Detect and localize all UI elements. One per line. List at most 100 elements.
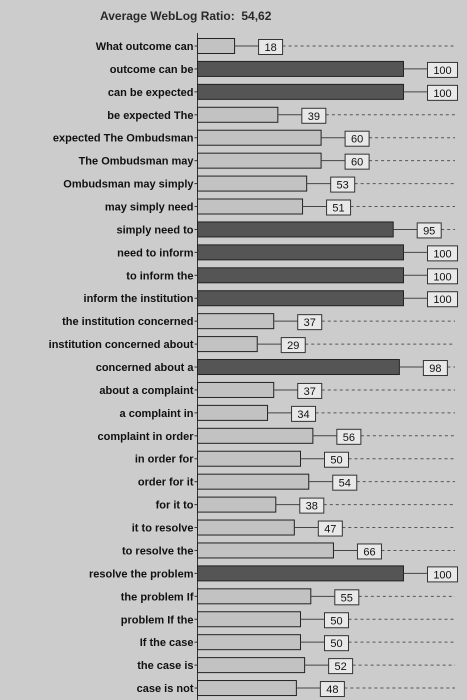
value-label: 100 [433,569,451,581]
bar [197,83,404,100]
value-label-box [280,337,306,354]
bar [197,404,269,421]
value-label: 51 [332,203,344,215]
bar [197,221,394,238]
value-label-box [328,658,354,675]
value-label: 50 [330,638,342,650]
value-label-box [427,245,458,262]
bar [197,634,301,651]
value-label: 54 [339,478,351,490]
category-label: simply need to [116,224,193,236]
value-label-box [299,497,325,514]
value-label-box [258,39,284,55]
category-label: to inform the [126,270,193,282]
bar [197,588,312,605]
category-label: Ombudsman may simply [63,179,194,191]
value-label: 100 [433,65,451,77]
title-value: 54,62 [241,9,272,23]
bar [197,381,275,398]
value-label-box [427,268,458,285]
bar [197,129,322,146]
value-label-box [336,428,362,445]
category-label: for it to [156,500,194,512]
category-label: in order for [135,454,194,466]
bar [197,60,404,77]
value-label-box [319,681,345,698]
category-label: be expected The [107,110,193,122]
category-label: expected The Ombudsman [53,133,194,145]
value-label-box [297,314,323,331]
value-label-box [324,451,349,468]
category-label: the problem If [121,591,194,603]
category-label: may simply need [105,202,194,214]
category-label: a complaint in [120,408,194,420]
value-label-box [332,474,358,491]
category-label: The Ombudsman may [79,156,195,168]
value-label: 98 [429,363,441,375]
value-label-box [344,153,370,170]
bar [197,565,404,582]
value-label: 50 [330,455,342,467]
category-label: it to resolve [132,523,194,535]
value-label: 52 [334,661,346,673]
value-label: 95 [423,225,435,237]
bar [197,244,404,261]
category-label: the institution concerned [62,316,193,328]
category-label: institution concerned about [49,339,194,351]
value-label: 50 [330,615,342,627]
value-label-box [301,107,327,124]
value-label: 38 [306,501,318,513]
value-label-box [427,291,458,308]
value-label-box [291,405,317,422]
category-label: need to inform [117,247,194,259]
value-label-box [324,612,349,629]
value-label: 39 [308,111,320,123]
value-label: 56 [343,432,355,444]
value-label-box [416,222,442,239]
bar [197,359,400,376]
bar [197,313,275,330]
value-label-box [422,360,448,377]
value-label: 37 [304,317,316,329]
value-label: 34 [297,409,309,421]
value-label-box [326,199,352,216]
category-label: inform the institution [84,293,194,305]
value-label-box [427,61,458,78]
bar [197,519,295,536]
bar [197,680,297,697]
value-label-box [330,176,356,193]
value-label: 100 [433,271,451,283]
bar [197,427,314,444]
bar [197,657,306,674]
category-label: can be expected [108,87,194,99]
value-label-box [427,84,458,101]
category-label: case is not [137,683,194,695]
value-label: 29 [287,340,299,352]
value-label-box [334,589,360,606]
bar [197,290,404,307]
value-label-box [324,635,349,652]
value-label: 47 [324,524,336,536]
value-label-box [297,382,323,399]
bar [197,542,334,559]
bar [197,175,308,192]
bar [197,450,301,467]
category-label: problem If the [121,614,194,626]
value-label: 48 [326,684,338,696]
value-label: 60 [351,134,363,146]
category-label: order for it [138,477,194,489]
bar [197,611,301,628]
bar [197,152,322,169]
value-label: 60 [351,157,363,169]
category-label: about a complaint [99,385,193,397]
bar [197,473,310,490]
value-label: 100 [433,248,451,260]
category-label: the case is [137,660,193,672]
value-label: 100 [433,88,451,100]
value-label: 100 [433,294,451,306]
category-label: outcome can be [110,64,194,76]
value-label-box [427,566,458,583]
category-label: to resolve the [122,545,194,557]
bar [197,267,404,284]
